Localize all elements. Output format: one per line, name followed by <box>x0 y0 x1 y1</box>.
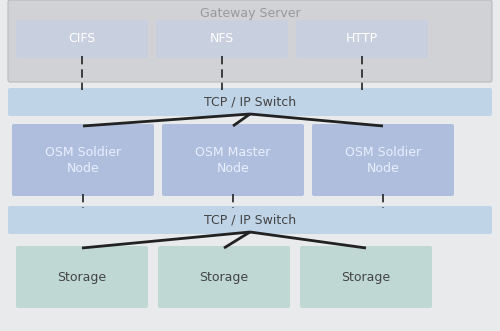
Text: Storage: Storage <box>200 270 248 283</box>
Text: NFS: NFS <box>210 32 234 45</box>
FancyBboxPatch shape <box>312 124 454 196</box>
Text: CIFS: CIFS <box>68 32 96 45</box>
Text: TCP / IP Switch: TCP / IP Switch <box>204 96 296 109</box>
FancyBboxPatch shape <box>296 20 428 58</box>
Text: OSM Soldier
Node: OSM Soldier Node <box>45 146 121 174</box>
FancyBboxPatch shape <box>162 124 304 196</box>
FancyBboxPatch shape <box>12 124 154 196</box>
FancyBboxPatch shape <box>16 246 148 308</box>
FancyBboxPatch shape <box>158 246 290 308</box>
Text: OSM Soldier
Node: OSM Soldier Node <box>345 146 421 174</box>
FancyBboxPatch shape <box>16 20 148 58</box>
FancyBboxPatch shape <box>8 88 492 116</box>
Text: OSM Master
Node: OSM Master Node <box>196 146 270 174</box>
FancyBboxPatch shape <box>156 20 288 58</box>
Text: HTTP: HTTP <box>346 32 378 45</box>
Text: Storage: Storage <box>58 270 106 283</box>
Text: Gateway Server: Gateway Server <box>200 7 300 20</box>
Text: Storage: Storage <box>342 270 390 283</box>
Text: TCP / IP Switch: TCP / IP Switch <box>204 213 296 226</box>
FancyBboxPatch shape <box>8 206 492 234</box>
FancyBboxPatch shape <box>300 246 432 308</box>
FancyBboxPatch shape <box>8 0 492 82</box>
